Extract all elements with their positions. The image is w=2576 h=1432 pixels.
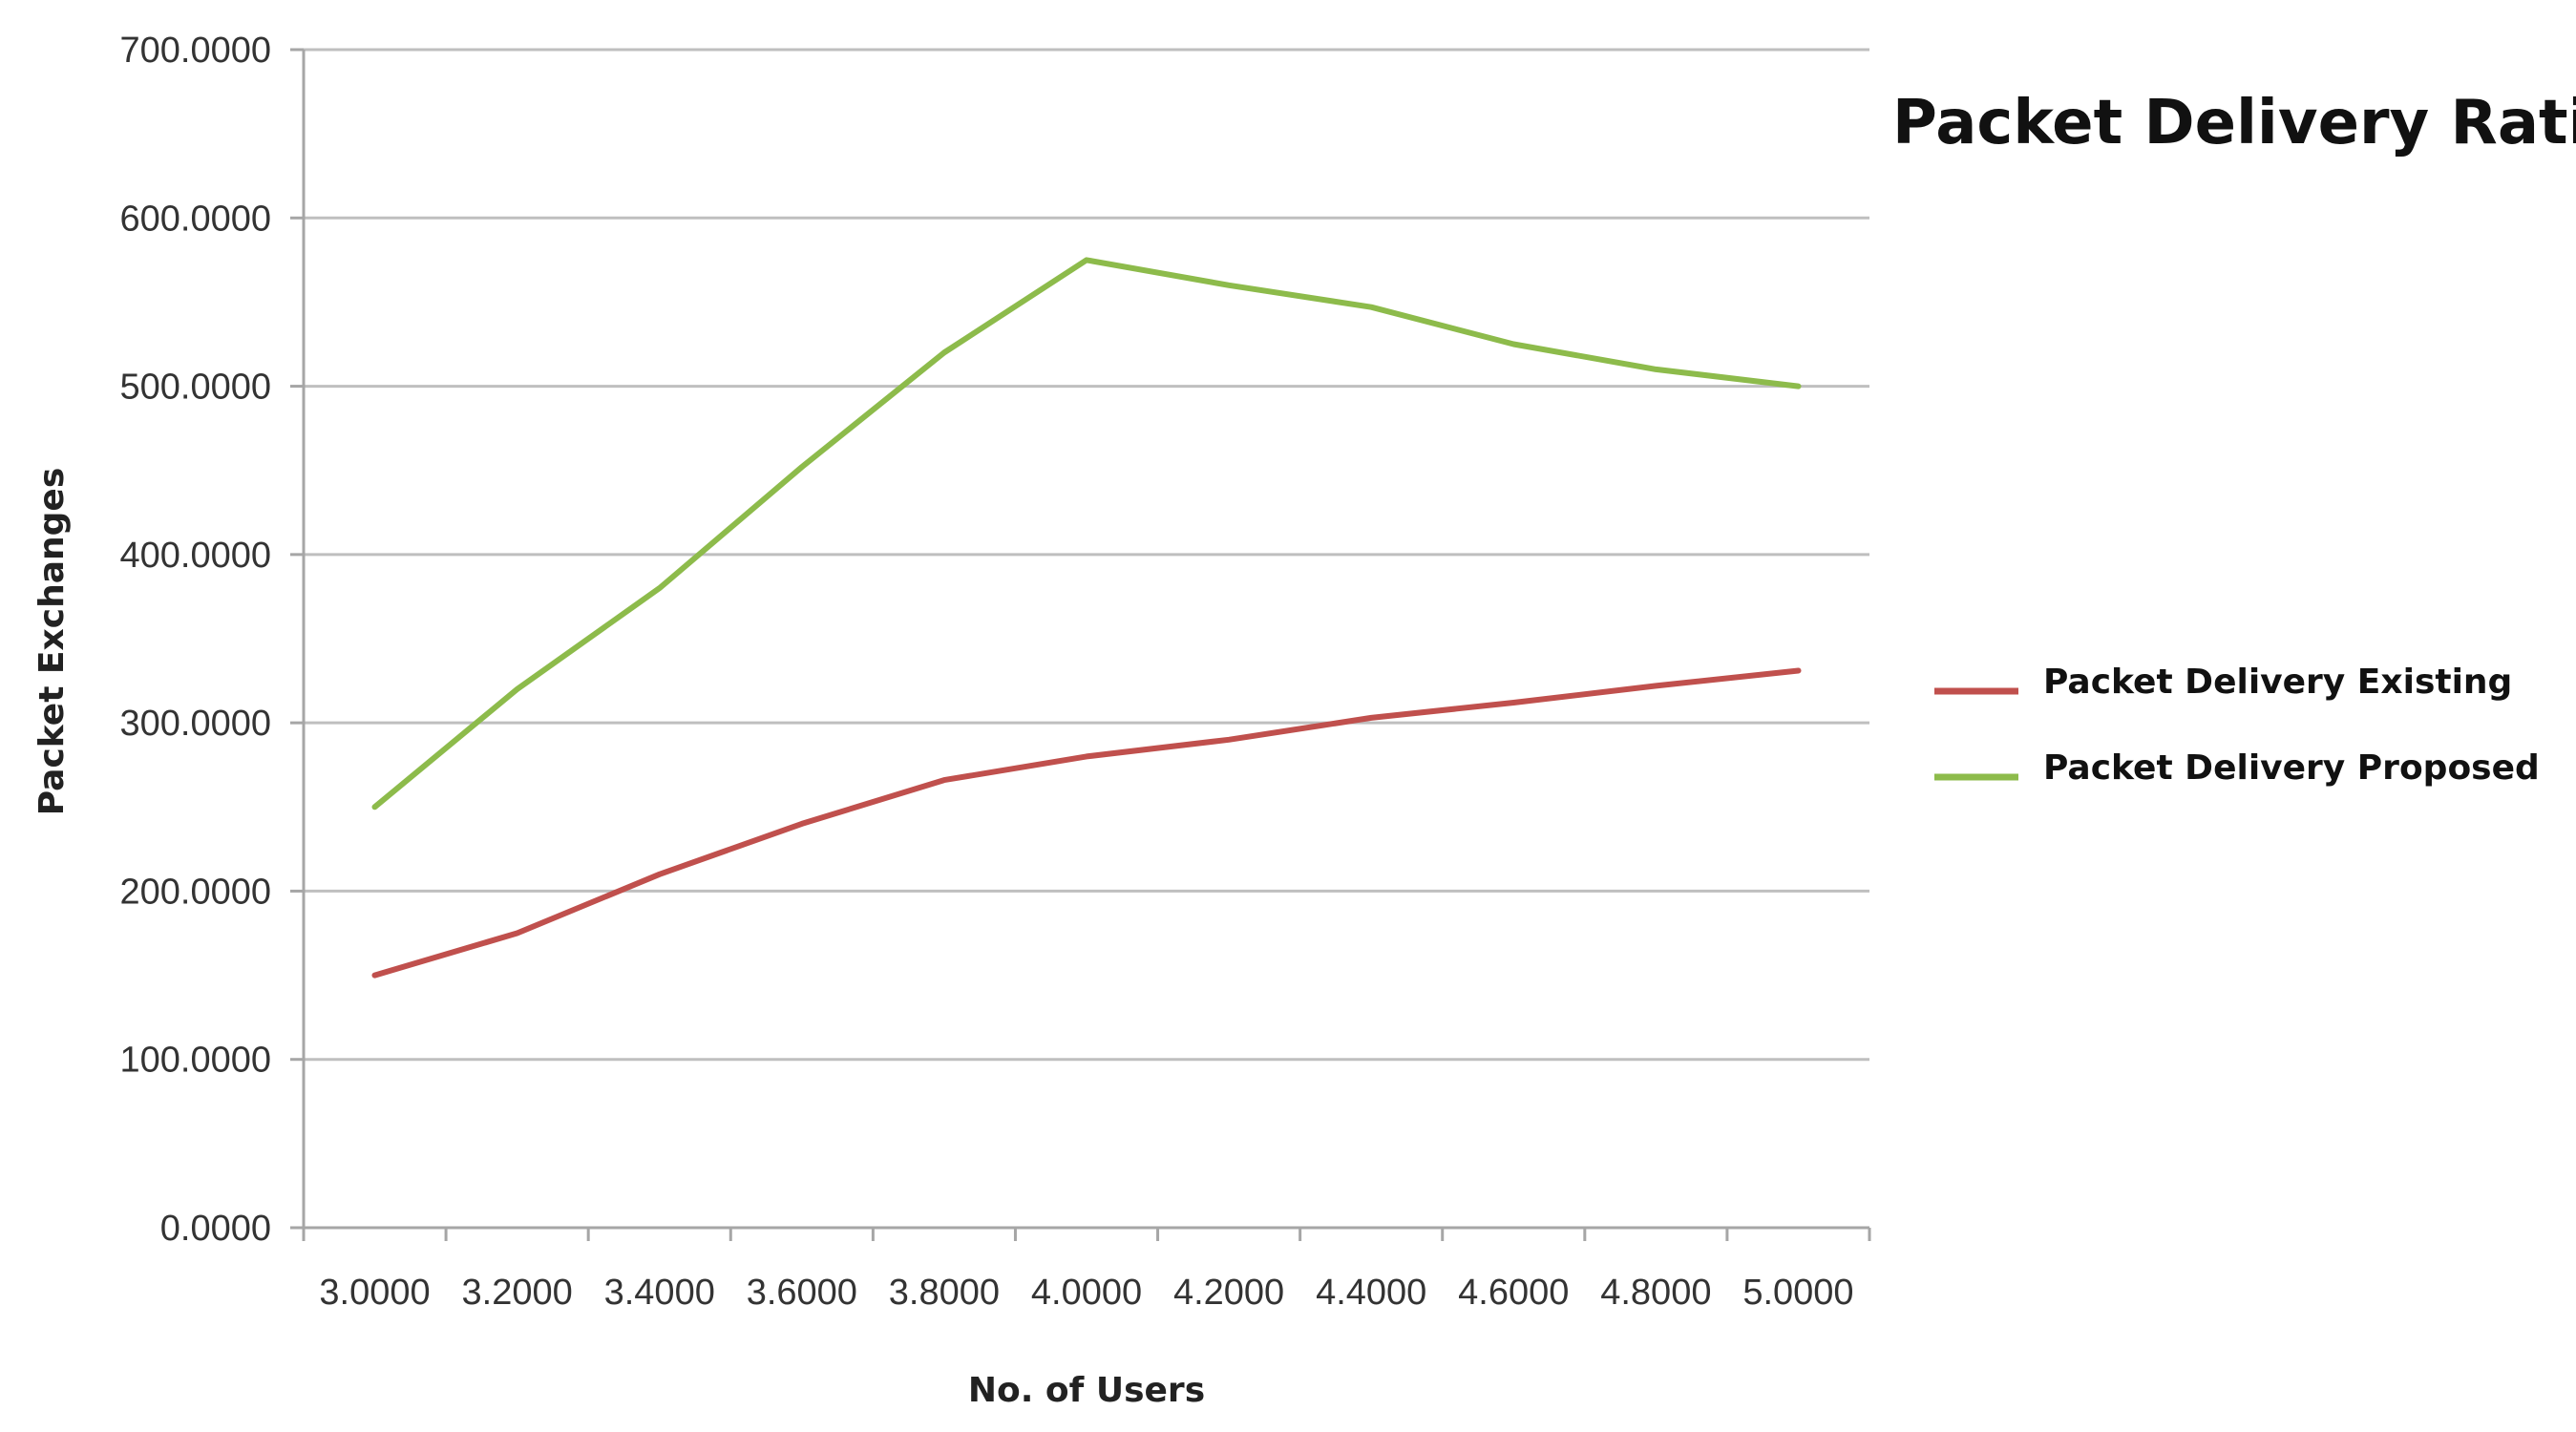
chart-title: Packet Delivery Ratio — [1892, 88, 2576, 158]
legend-label-1: Packet Delivery Existing — [2043, 663, 2512, 702]
x-tick-label: 4.2000 — [1173, 1273, 1284, 1313]
x-tick-label: 3.2000 — [462, 1273, 573, 1313]
y-tick-label: 600.0000 — [120, 199, 272, 239]
y-tick-label: 0.0000 — [160, 1209, 271, 1249]
axes — [302, 50, 1869, 1230]
x-tick-label: 4.4000 — [1316, 1273, 1426, 1313]
series-line-2 — [371, 257, 1802, 811]
x-tick-label: 4.0000 — [1031, 1273, 1142, 1313]
x-tick-label: 3.4000 — [604, 1273, 715, 1313]
y-tick-label: 300.0000 — [120, 704, 272, 744]
y-tick-label: 100.0000 — [120, 1041, 272, 1081]
y-axis-title: Packet Exchanges — [32, 468, 72, 816]
y-tick-label: 500.0000 — [120, 368, 272, 408]
x-tick-label: 4.6000 — [1458, 1273, 1569, 1313]
x-tick-label: 4.8000 — [1600, 1273, 1711, 1313]
x-tick-label: 3.0000 — [319, 1273, 430, 1313]
x-axis-title: No. of Users — [968, 1371, 1205, 1410]
y-tick-label: 200.0000 — [120, 872, 272, 912]
legend-label-2: Packet Delivery Proposed — [2043, 748, 2540, 788]
gridlines — [304, 48, 1869, 1062]
series-lines — [371, 257, 1802, 979]
x-tick-label: 5.0000 — [1742, 1273, 1853, 1313]
x-axis-ticks: 3.0000 3.2000 3.4000 3.6000 3.8000 4.0000 4.20… — [302, 1228, 1871, 1313]
y-tick-label: 400.0000 — [120, 536, 272, 576]
x-tick-label: 3.6000 — [747, 1273, 857, 1313]
x-tick-label: 3.8000 — [889, 1273, 1000, 1313]
legend: Packet Delivery Existing Packet Delivery … — [1934, 663, 2540, 788]
series-line-1 — [371, 667, 1802, 979]
y-axis-ticks: 0.0000 100.0000 200.0000 300.0000 400.0000 50… — [120, 31, 304, 1249]
y-tick-label: 700.0000 — [120, 31, 272, 71]
